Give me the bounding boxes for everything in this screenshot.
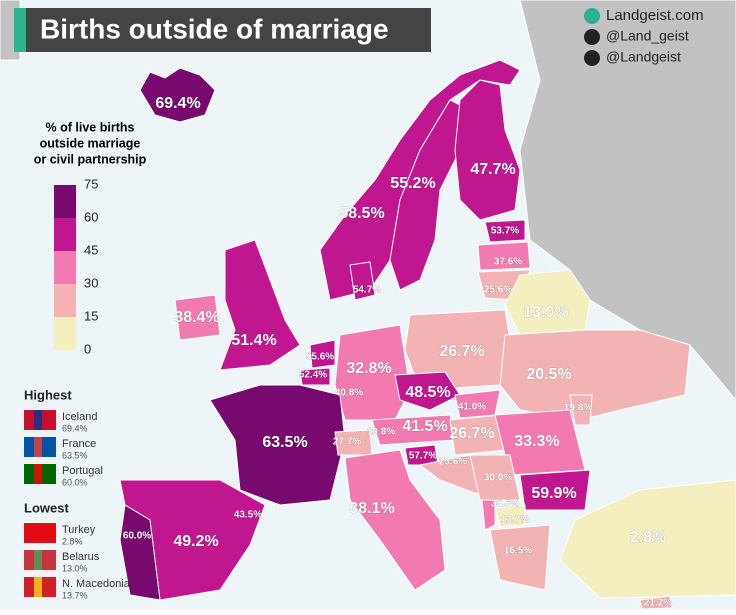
- country-label: 63.5%: [262, 434, 307, 451]
- country-label: 23.6%: [439, 457, 467, 468]
- country-label: 40.8%: [335, 388, 363, 399]
- country-label: 33.3%: [514, 433, 559, 450]
- country-label: 27.7%: [333, 437, 361, 448]
- list-value: 2.8%: [62, 536, 83, 546]
- list-value: 69.4%: [62, 423, 88, 433]
- country-label: 47.7%: [470, 161, 515, 178]
- list-value: 63.5%: [62, 450, 88, 460]
- flag-detail: [34, 523, 42, 543]
- legend-title: % of live births: [46, 120, 135, 134]
- country-label: 38.1%: [349, 500, 394, 517]
- legend-title: outside marriage: [40, 136, 141, 150]
- flag-detail: [34, 550, 42, 570]
- flag-detail: [34, 464, 42, 484]
- country-label: 41.5%: [402, 418, 447, 435]
- flag-detail: [34, 577, 42, 597]
- flag-detail: [34, 437, 42, 457]
- legend-tick-label: 60: [84, 209, 98, 224]
- credit-site: Landgeist.com: [606, 7, 704, 24]
- country-label: 69.4%: [155, 95, 200, 112]
- legend-tick-label: 75: [84, 176, 98, 191]
- country-label: 58.5%: [339, 205, 384, 222]
- country-label: 35.6%: [491, 499, 519, 510]
- header-bar: [26, 8, 431, 52]
- legend-ticks: 75 60 45 30 15 0: [84, 176, 98, 356]
- list-country: Turkey: [62, 524, 96, 536]
- legend-swatch: [54, 218, 76, 251]
- country-label: 55.2%: [390, 175, 435, 192]
- legend-tick-label: 15: [84, 308, 98, 323]
- title: Births outside of marriage: [40, 13, 389, 44]
- list-value: 13.7%: [62, 590, 88, 600]
- country-label: 13.0%: [523, 304, 568, 321]
- country-label: 19.8%: [367, 427, 395, 438]
- twitter-icon: [584, 50, 600, 66]
- list-country: N. Macedonia: [62, 578, 131, 590]
- legend-tick-label: 0: [84, 341, 91, 356]
- country-label: 26.7%: [439, 343, 484, 360]
- list-title: Highest: [24, 387, 72, 402]
- country-label: 49.2%: [173, 533, 218, 550]
- country-label: 26.7%: [449, 425, 494, 442]
- legend-swatch: [54, 185, 76, 218]
- country-label: 32.8%: [346, 360, 391, 377]
- list-country: France: [62, 438, 96, 450]
- legend-tick-label: 45: [84, 242, 98, 257]
- header: Births outside of marriage: [14, 8, 431, 52]
- legend-title: or civil partnership: [34, 152, 147, 166]
- list-country: Belarus: [62, 551, 100, 563]
- country-label: 21.2%: [644, 598, 672, 609]
- country-label: 13.7%: [501, 515, 529, 526]
- country-labels: 69.4% 47.7% 55.2% 58.5% 53.7% 37.6% 25.6% 13.0%…: [123, 95, 673, 609]
- legend-tick-label: 30: [84, 275, 98, 290]
- flag-detail: [34, 410, 42, 430]
- country-label: 16.5%: [504, 546, 532, 557]
- logo-icon: [584, 8, 600, 24]
- country-label: 53.7%: [491, 226, 519, 237]
- list-title: Lowest: [24, 500, 69, 515]
- instagram-icon: [584, 29, 600, 45]
- country-label: 37.6%: [494, 257, 522, 268]
- list-value: 13.0%: [62, 563, 88, 573]
- list-value: 60.0%: [62, 477, 88, 487]
- country-label: 48.5%: [405, 384, 450, 401]
- country-label: 20.5%: [526, 366, 571, 383]
- list-country: Iceland: [62, 411, 97, 423]
- country-label: 38.4%: [174, 309, 219, 326]
- country-label: 51.4%: [231, 332, 276, 349]
- legend-swatch: [54, 317, 76, 350]
- legend: % of live births outside marriage or civ…: [34, 120, 147, 350]
- legend-swatch: [54, 284, 76, 317]
- credit-instagram: @Land_geist: [606, 28, 689, 44]
- country-label: 55.6%: [306, 352, 334, 363]
- credit-twitter: @Landgeist: [606, 49, 681, 65]
- country-label: 2.8%: [630, 529, 666, 546]
- country-label: 41.0%: [458, 402, 486, 413]
- country-label: 59.9%: [531, 485, 576, 502]
- list-country: Portugal: [62, 465, 103, 477]
- header-accent: [14, 8, 26, 52]
- country-label: 19.8%: [564, 403, 592, 414]
- country-label: 60.0%: [123, 531, 151, 542]
- legend-swatch: [54, 251, 76, 284]
- country-label: 57.7%: [409, 451, 437, 462]
- country-label: 25.6%: [484, 285, 512, 296]
- credits: Landgeist.com @Land_geist @Landgeist: [584, 7, 704, 66]
- country-label: 43.5%: [234, 510, 262, 521]
- country-label: 54.7%: [353, 285, 381, 296]
- country-label: 52.4%: [299, 370, 327, 381]
- country-label: 30.0%: [484, 473, 512, 484]
